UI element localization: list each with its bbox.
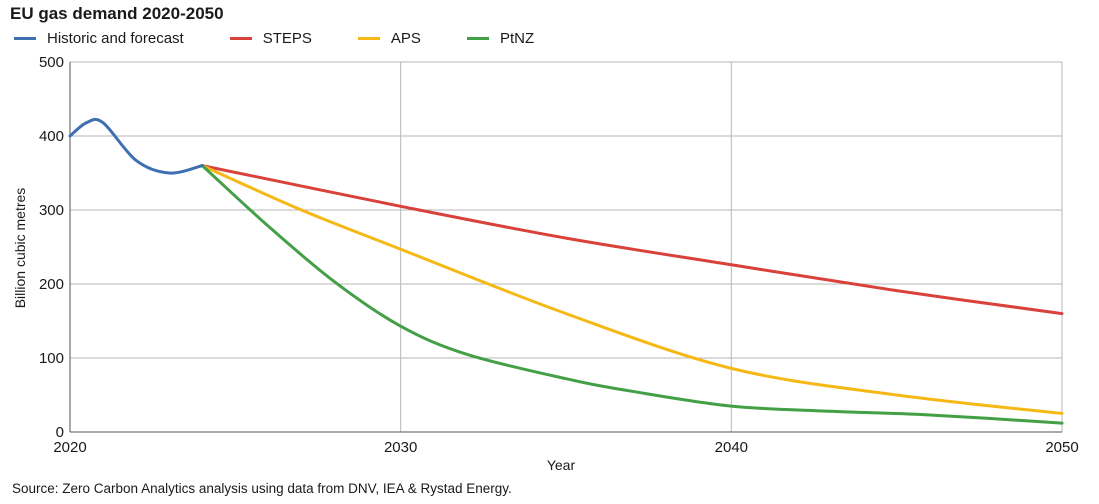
- legend-swatch-steps: [229, 37, 252, 40]
- legend-label-ptnz: PtNZ: [499, 30, 535, 47]
- x-axis-label: Year: [547, 457, 576, 473]
- axes: [69, 62, 1062, 433]
- grid-lines: [70, 61, 1063, 432]
- legend-swatch-ptnz: [466, 37, 489, 40]
- y-tick-label-200: 200: [39, 276, 64, 293]
- x-tick-label-2030: 2030: [384, 439, 417, 456]
- y-tick-label-400: 400: [39, 128, 64, 145]
- legend-swatch-aps: [357, 37, 380, 40]
- source-note: Source: Zero Carbon Analytics analysis u…: [12, 481, 512, 496]
- y-tick-label-500: 500: [39, 54, 64, 71]
- series-line-aps: [200, 164, 1064, 415]
- legend-label-aps: APS: [390, 30, 421, 47]
- x-tick-label-2040: 2040: [715, 439, 748, 456]
- legend-swatch-historic: [14, 37, 36, 40]
- legend-item-historic: Historic and forecast: [14, 30, 184, 47]
- chart-legend: Historic and forecast STEPS APS PtNZ: [14, 30, 580, 47]
- legend-item-steps: STEPS: [229, 30, 312, 47]
- series-lines: [68, 117, 1064, 425]
- series-line-historic-and-forecast: [68, 117, 204, 175]
- x-tick-label-2050: 2050: [1045, 439, 1078, 456]
- legend-label-steps: STEPS: [262, 30, 312, 47]
- chart-title: EU gas demand 2020-2050: [10, 4, 224, 23]
- y-tick-label-100: 100: [39, 350, 64, 367]
- x-tick-label-2020: 2020: [53, 439, 86, 456]
- y-axis-label: Billion cubic metres: [12, 188, 28, 309]
- legend-item-aps: APS: [357, 30, 421, 47]
- y-tick-label-0: 0: [56, 424, 64, 441]
- series-line-ptnz: [200, 164, 1064, 425]
- legend-item-ptnz: PtNZ: [466, 30, 535, 47]
- tick-labels: 0 100 200 300 400 500 2020 2030 2040 2050: [39, 54, 1079, 456]
- legend-label-historic: Historic and forecast: [47, 30, 184, 47]
- series-line-steps: [200, 164, 1064, 316]
- y-tick-label-300: 300: [39, 202, 64, 219]
